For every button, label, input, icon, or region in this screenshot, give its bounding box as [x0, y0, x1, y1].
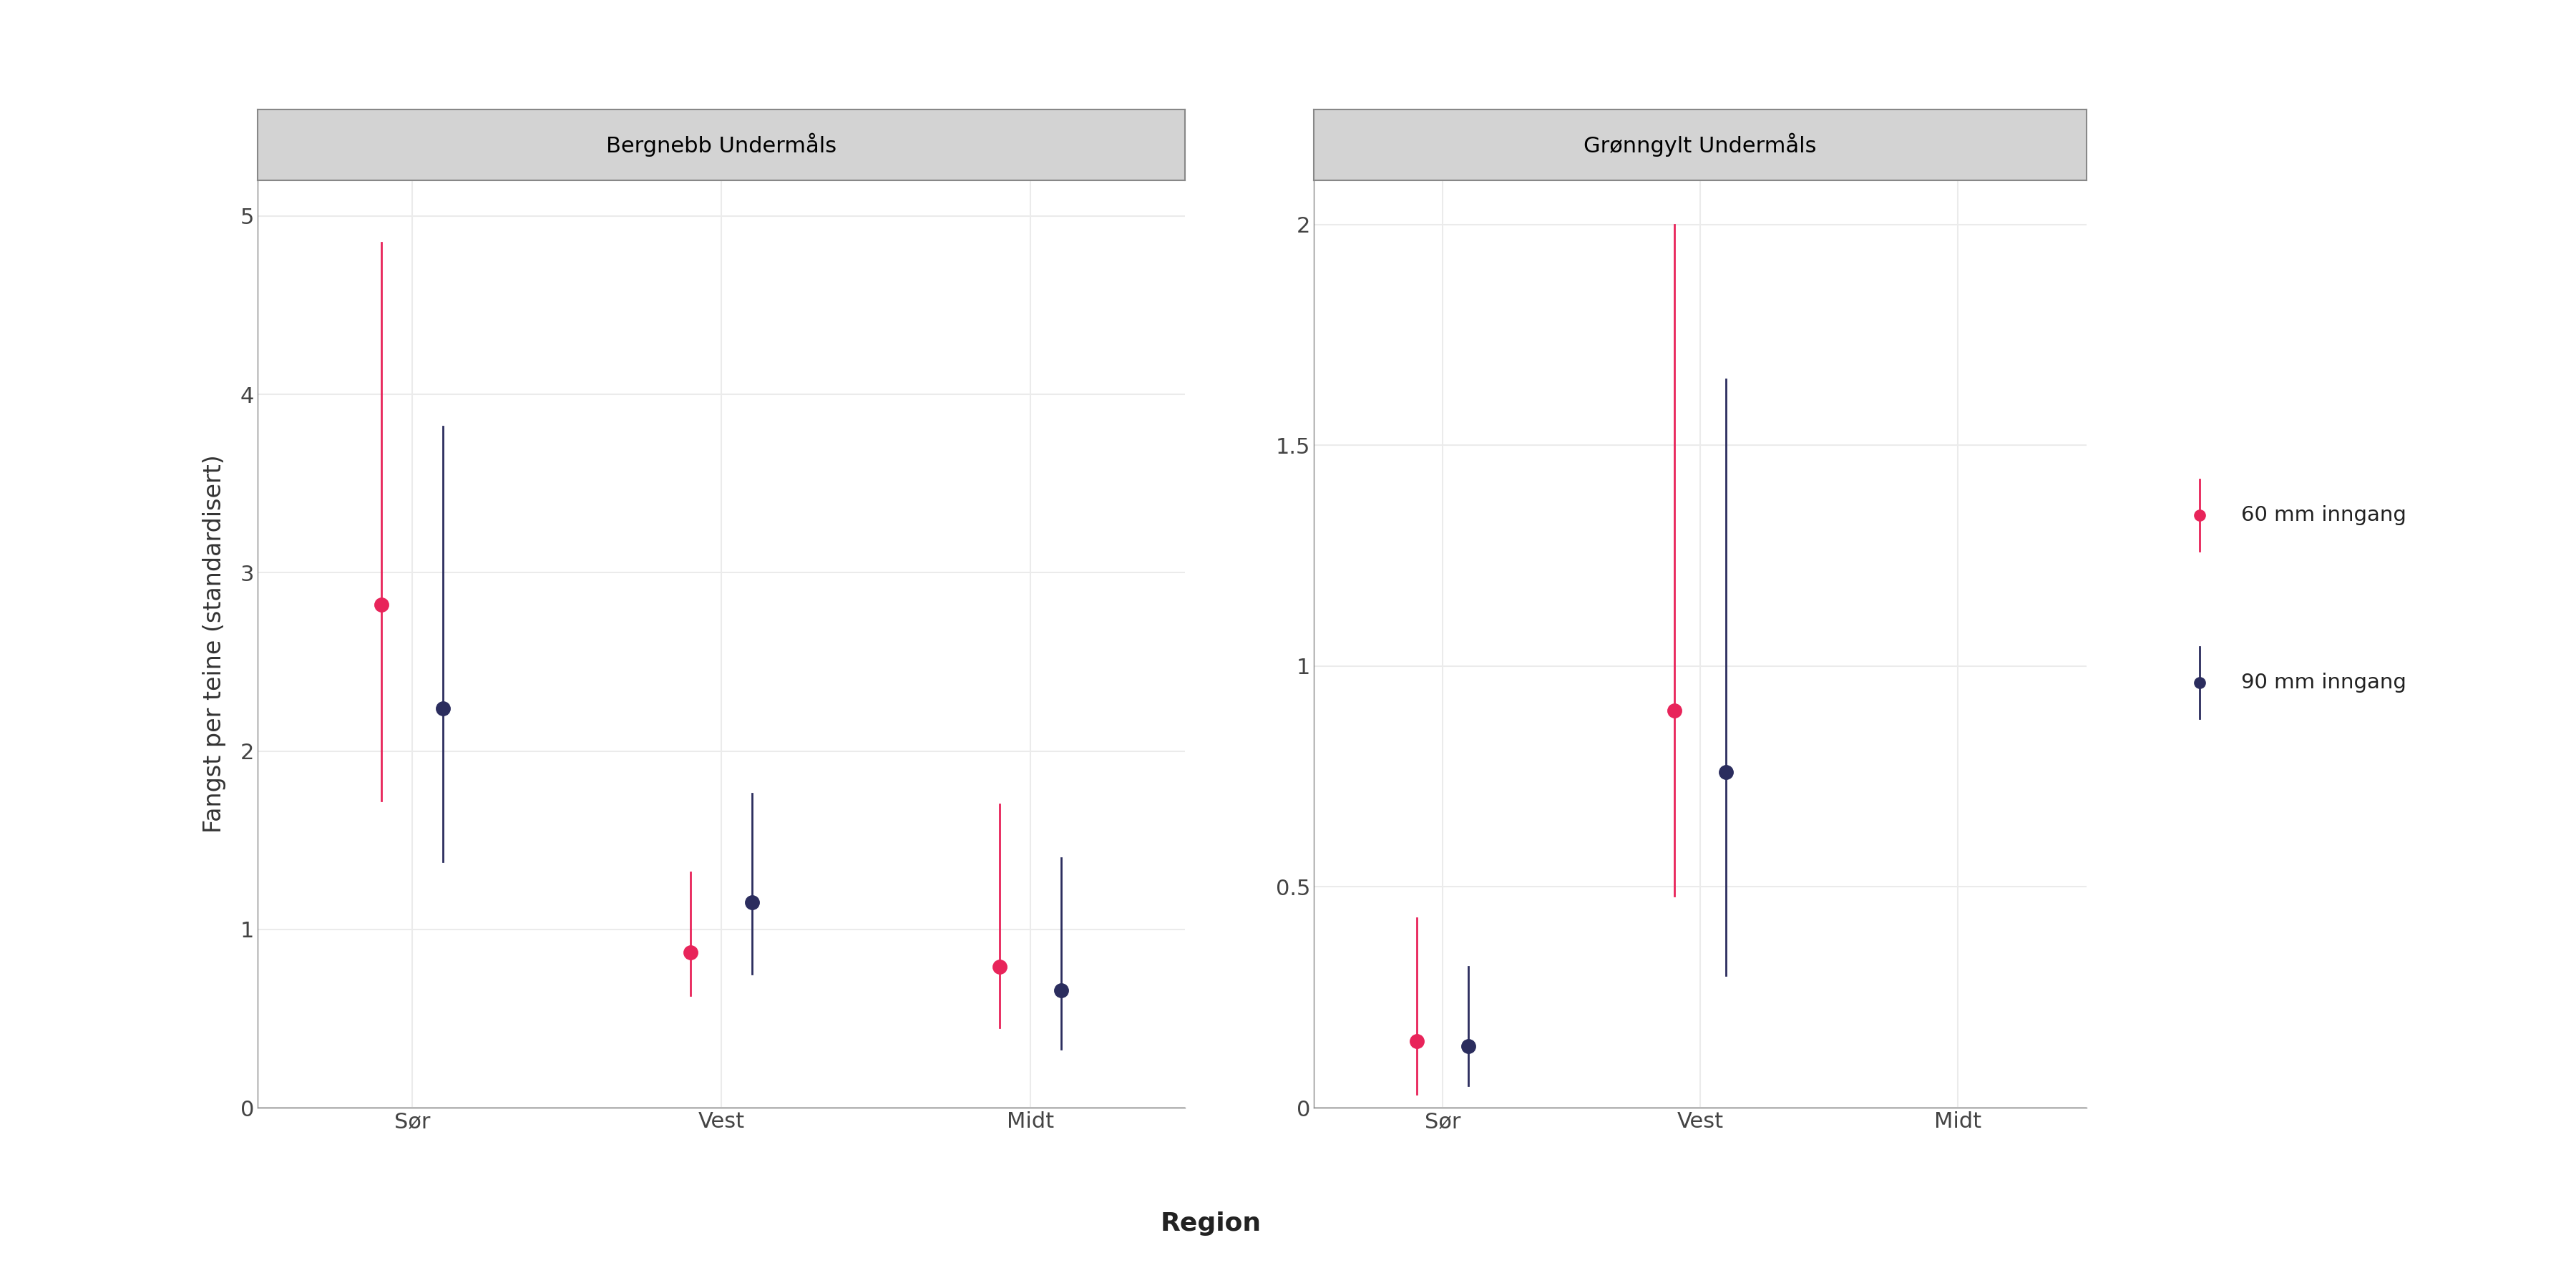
Text: 60 mm inngang: 60 mm inngang: [2241, 505, 2406, 526]
Text: Grønngylt Undermåls: Grønngylt Undermåls: [1584, 133, 1816, 157]
Text: 90 mm inngang: 90 mm inngang: [2241, 672, 2406, 693]
Text: Region: Region: [1159, 1212, 1262, 1235]
Y-axis label: Fangst per teine (standardisert): Fangst per teine (standardisert): [204, 455, 227, 833]
Text: Bergnebb Undermåls: Bergnebb Undermåls: [605, 133, 837, 157]
